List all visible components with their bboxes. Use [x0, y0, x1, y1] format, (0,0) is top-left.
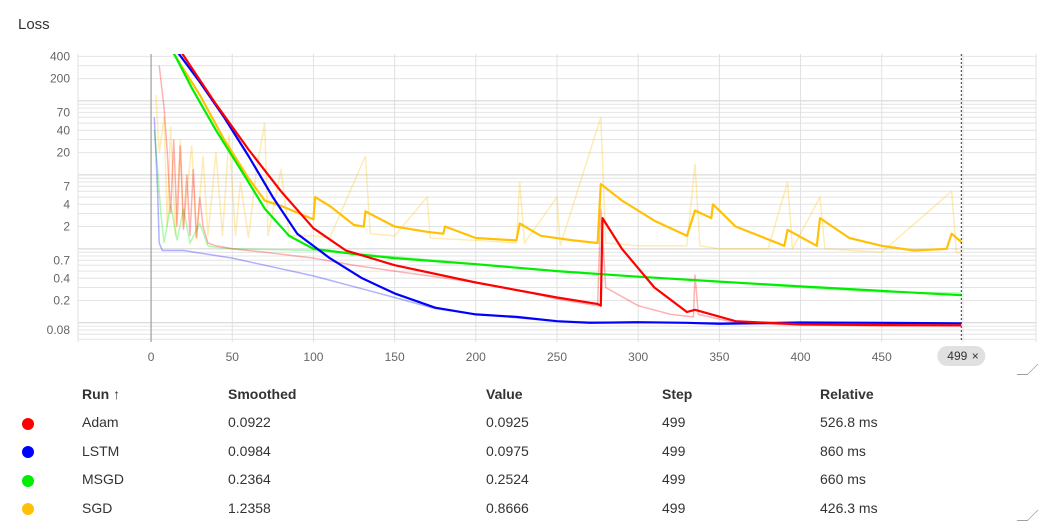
run-color-dot [22, 503, 34, 516]
y-tick-label: 2 [63, 220, 70, 234]
table-header-row: Run ↑ Smoothed Value Step Relative [14, 380, 1020, 408]
x-tick-label: 300 [628, 350, 648, 364]
y-tick-label: 40 [57, 123, 71, 137]
smoothed-value: 0.2364 [228, 471, 271, 488]
table-row[interactable]: SGD 1.2358 0.8666 499 426.3 ms [14, 494, 1020, 523]
smoothed-line-lstm [177, 54, 962, 325]
y-tick-label: 7 [63, 179, 70, 193]
y-tick-label: 20 [57, 146, 71, 160]
y-axis: 0.08 0.2 0.4 0.7 2 4 7 20 40 70 200 400 [47, 49, 71, 337]
y-tick-label: 0.4 [53, 271, 70, 285]
step-badge-bg [937, 346, 986, 366]
run-name: Adam [82, 414, 119, 431]
smoothed-series-lines [172, 54, 963, 327]
raw-value: 0.0975 [486, 442, 529, 459]
x-tick-label: 0 [148, 350, 155, 364]
x-tick-label: 200 [466, 350, 486, 364]
relative-time: 426.3 ms [820, 499, 878, 516]
y-tick-label: 0.08 [47, 323, 71, 337]
relative-time: 860 ms [820, 442, 866, 459]
run-color-dot [22, 446, 34, 459]
smoothed-line-sgd [172, 54, 963, 252]
x-tick-label: 450 [872, 350, 892, 364]
hover-indicator: 499 × [937, 54, 986, 366]
step-value: 499 [662, 471, 686, 488]
raw-line-adam [158, 65, 962, 327]
step-badge[interactable]: 499 × [937, 346, 986, 366]
x-tick-label: 50 [226, 350, 240, 364]
relative-time: 660 ms [820, 471, 866, 488]
header-smoothed[interactable]: Smoothed [228, 386, 297, 402]
y-tick-label: 70 [57, 105, 71, 119]
x-tick-label: 250 [547, 350, 567, 364]
y-tick-label: 0.7 [53, 253, 70, 267]
smoothed-value: 1.2358 [228, 499, 271, 516]
header-value[interactable]: Value [486, 386, 523, 402]
smoothed-value: 0.0922 [228, 414, 271, 431]
raw-value: 0.2524 [486, 471, 529, 488]
x-tick-label: 100 [303, 350, 323, 364]
x-tick-label: 350 [709, 350, 729, 364]
close-icon: × [972, 349, 979, 363]
raw-value: 0.8666 [486, 499, 529, 516]
y-tick-label: 200 [50, 72, 70, 86]
x-axis: 050100150200250300350400450500 [148, 350, 974, 364]
x-tick-label: 150 [385, 350, 405, 364]
relative-time: 526.8 ms [820, 414, 878, 431]
run-color-dot [22, 417, 34, 430]
table-row[interactable]: Adam 0.0922 0.0925 499 526.8 ms [14, 408, 1020, 437]
smoothed-value: 0.0984 [228, 442, 271, 459]
header-step[interactable]: Step [662, 386, 693, 402]
run-name: SGD [82, 499, 113, 516]
loss-chart[interactable]: 0.08 0.2 0.4 0.7 2 4 7 20 40 70 200 400 0 50 100 150 20… [0, 40, 1052, 370]
y-tick-label: 4 [63, 197, 70, 211]
step-badge-label: 499 [947, 349, 967, 363]
runs-table: Run ↑ Smoothed Value Step Relative Adam … [14, 380, 1020, 522]
run-name: MSGD [82, 471, 124, 488]
step-value: 499 [662, 442, 686, 459]
step-value: 499 [662, 499, 686, 516]
run-name: LSTM [82, 442, 120, 459]
smoothed-line-adam [181, 54, 962, 327]
header-relative[interactable]: Relative [820, 386, 874, 402]
y-tick-label: 0.2 [53, 294, 70, 308]
raw-value: 0.0925 [486, 414, 529, 431]
table-row[interactable]: MSGD 0.2364 0.2524 499 660 ms [14, 465, 1020, 494]
header-color [14, 380, 82, 408]
table-row[interactable]: LSTM 0.0984 0.0975 499 860 ms [14, 437, 1020, 466]
x-tick-label: 400 [791, 350, 811, 364]
raw-line-sgd [155, 94, 962, 255]
y-tick-label: 400 [50, 49, 70, 63]
chart-title: Loss [18, 16, 50, 33]
header-run[interactable]: Run ↑ [82, 386, 121, 402]
step-value: 499 [662, 414, 686, 431]
run-color-dot [22, 474, 34, 487]
